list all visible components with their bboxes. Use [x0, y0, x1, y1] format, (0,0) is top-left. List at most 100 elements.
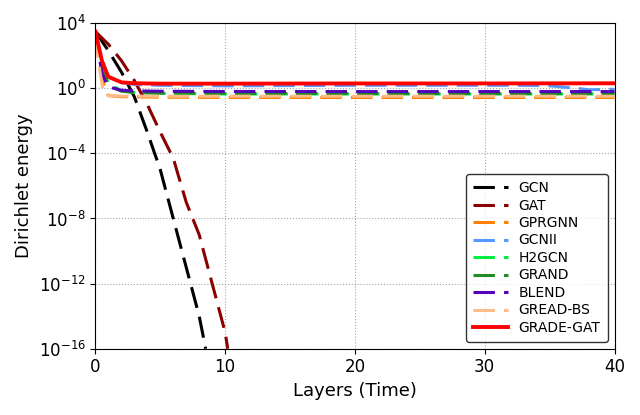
- GREAD-BS: [221, 94, 229, 99]
- GAT: [156, 129, 164, 134]
- BLEND: [131, 88, 138, 93]
- GAT: [143, 102, 151, 107]
- GPRGNN: [118, 94, 125, 99]
- GRADE-GAT: [118, 80, 125, 85]
- H2GCN: [156, 91, 164, 96]
- Line: GRADE-GAT: GRADE-GAT: [95, 32, 614, 84]
- GAT: [221, 330, 229, 335]
- GAT: [131, 78, 138, 83]
- GCNII: [481, 83, 488, 88]
- GCNII: [156, 83, 164, 88]
- Line: GRAND: GRAND: [95, 32, 614, 93]
- GCNII: [131, 82, 138, 87]
- H2GCN: [98, 64, 106, 69]
- Y-axis label: Dirichlet energy: Dirichlet energy: [15, 114, 33, 258]
- GREAD-BS: [481, 94, 488, 99]
- GRADE-GAT: [92, 29, 99, 34]
- GCNII: [104, 74, 112, 79]
- GRAND: [481, 91, 488, 96]
- GCN: [170, 216, 177, 221]
- GRADE-GAT: [98, 58, 106, 63]
- GCN: [156, 167, 164, 172]
- BLEND: [118, 88, 125, 93]
- H2GCN: [131, 90, 138, 95]
- GCN: [131, 94, 138, 99]
- GREAD-BS: [95, 64, 103, 69]
- H2GCN: [92, 29, 99, 34]
- BLEND: [156, 89, 164, 94]
- Legend: GCN, GAT, GPRGNN, GCNII, H2GCN, GRAND, BLEND, GREAD-BS, GRADE-GAT: GCN, GAT, GPRGNN, GCNII, H2GCN, GRAND, B…: [466, 174, 607, 342]
- GAT: [104, 42, 112, 47]
- GCNII: [351, 83, 359, 88]
- GRADE-GAT: [481, 81, 488, 86]
- GAT: [92, 29, 99, 34]
- GCN: [118, 69, 125, 74]
- GRAND: [221, 91, 229, 96]
- Line: GPRGNN: GPRGNN: [95, 34, 614, 98]
- GCN: [195, 314, 203, 319]
- GREAD-BS: [351, 94, 359, 99]
- Line: GCNII: GCNII: [95, 32, 614, 90]
- GRAND: [351, 91, 359, 96]
- GCNII: [572, 85, 579, 90]
- GPRGNN: [221, 95, 229, 100]
- H2GCN: [104, 81, 112, 86]
- GCN: [143, 129, 151, 134]
- GCNII: [611, 87, 618, 92]
- GRADE-GAT: [104, 74, 112, 79]
- Line: GCN: GCN: [95, 32, 205, 349]
- GRAND: [611, 91, 618, 96]
- GPRGNN: [95, 48, 103, 53]
- BLEND: [351, 89, 359, 94]
- BLEND: [611, 89, 618, 94]
- GCN: [104, 48, 112, 53]
- GCNII: [221, 83, 229, 88]
- GRAND: [156, 90, 164, 95]
- GCNII: [92, 29, 99, 34]
- GREAD-BS: [99, 89, 107, 94]
- GPRGNN: [92, 32, 99, 37]
- Line: GAT: GAT: [95, 32, 228, 349]
- BLEND: [92, 29, 99, 34]
- GAT: [170, 156, 177, 161]
- GRADE-GAT: [611, 81, 618, 86]
- GRADE-GAT: [221, 81, 229, 86]
- GCNII: [585, 87, 593, 92]
- GAT: [209, 281, 216, 286]
- GRAND: [118, 89, 125, 94]
- GRAND: [92, 29, 99, 34]
- GCN: [202, 346, 209, 351]
- GRADE-GAT: [131, 81, 138, 86]
- GRAND: [131, 90, 138, 95]
- GREAD-BS: [118, 93, 125, 98]
- GCNII: [98, 62, 106, 67]
- GPRGNN: [100, 85, 108, 90]
- GPRGNN: [481, 95, 488, 100]
- H2GCN: [118, 88, 125, 93]
- H2GCN: [221, 91, 229, 96]
- GCNII: [546, 83, 554, 88]
- BLEND: [104, 84, 112, 89]
- Line: H2GCN: H2GCN: [95, 32, 614, 94]
- GAT: [118, 58, 125, 63]
- Line: GREAD-BS: GREAD-BS: [95, 37, 614, 96]
- GCNII: [118, 80, 125, 85]
- X-axis label: Layers (Time): Layers (Time): [293, 382, 417, 400]
- BLEND: [98, 71, 106, 76]
- GAT: [182, 200, 190, 205]
- GRADE-GAT: [351, 81, 359, 86]
- BLEND: [221, 89, 229, 94]
- GREAD-BS: [92, 34, 99, 39]
- GPRGNN: [611, 95, 618, 100]
- GAT: [195, 232, 203, 237]
- GAT: [224, 346, 232, 351]
- Line: BLEND: BLEND: [95, 32, 614, 92]
- H2GCN: [611, 91, 618, 96]
- GREAD-BS: [611, 94, 618, 99]
- GREAD-BS: [104, 93, 112, 98]
- GCNII: [520, 83, 527, 88]
- GREAD-BS: [156, 94, 164, 99]
- H2GCN: [351, 91, 359, 96]
- GCN: [92, 29, 99, 34]
- BLEND: [481, 89, 488, 94]
